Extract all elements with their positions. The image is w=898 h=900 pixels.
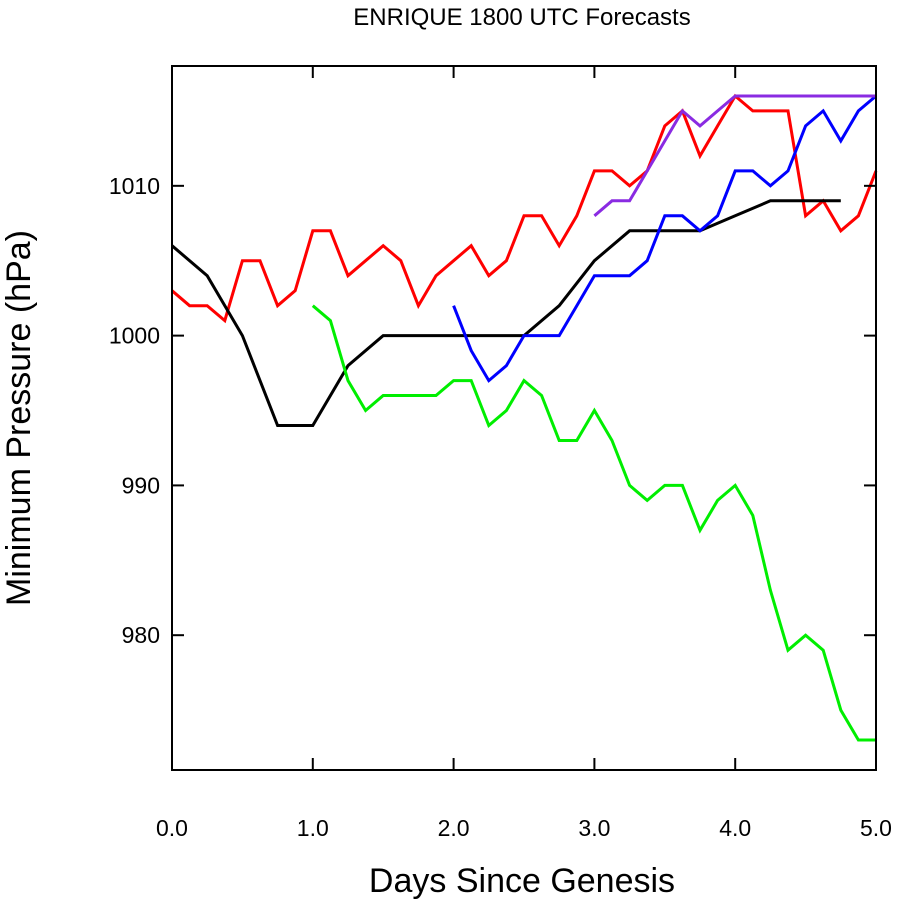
x-tick-label: 2.0 <box>438 815 470 841</box>
series-line-2 <box>171 199 841 427</box>
plot-frame <box>171 65 877 771</box>
series-line-5 <box>593 94 876 217</box>
series-line-1 <box>171 93 878 324</box>
y-tick-label: 980 <box>122 622 160 648</box>
y-tick-label: 990 <box>122 472 160 498</box>
y-tick-label: 1000 <box>109 323 160 349</box>
series-line-4 <box>452 94 877 383</box>
series-layer <box>171 93 878 742</box>
x-tick-label: 3.0 <box>578 815 610 841</box>
x-tick-label: 5.0 <box>860 815 892 841</box>
axes-layer: 0.0 1.0 2.0 3.0 4.0 5.0 980 990 1000 1010 <box>109 65 892 841</box>
y-axis-label: Minimum Pressure (hPa) <box>0 230 38 606</box>
x-tick-label: 0.0 <box>156 815 188 841</box>
series-line-3 <box>311 304 876 742</box>
chart-title: ENRIQUE 1800 UTC Forecasts <box>353 4 690 31</box>
x-tick-label: 4.0 <box>719 815 751 841</box>
y-tick-label: 1010 <box>109 173 160 199</box>
x-tick-label: 1.0 <box>297 815 329 841</box>
x-axis-label: Days Since Genesis <box>369 862 675 900</box>
